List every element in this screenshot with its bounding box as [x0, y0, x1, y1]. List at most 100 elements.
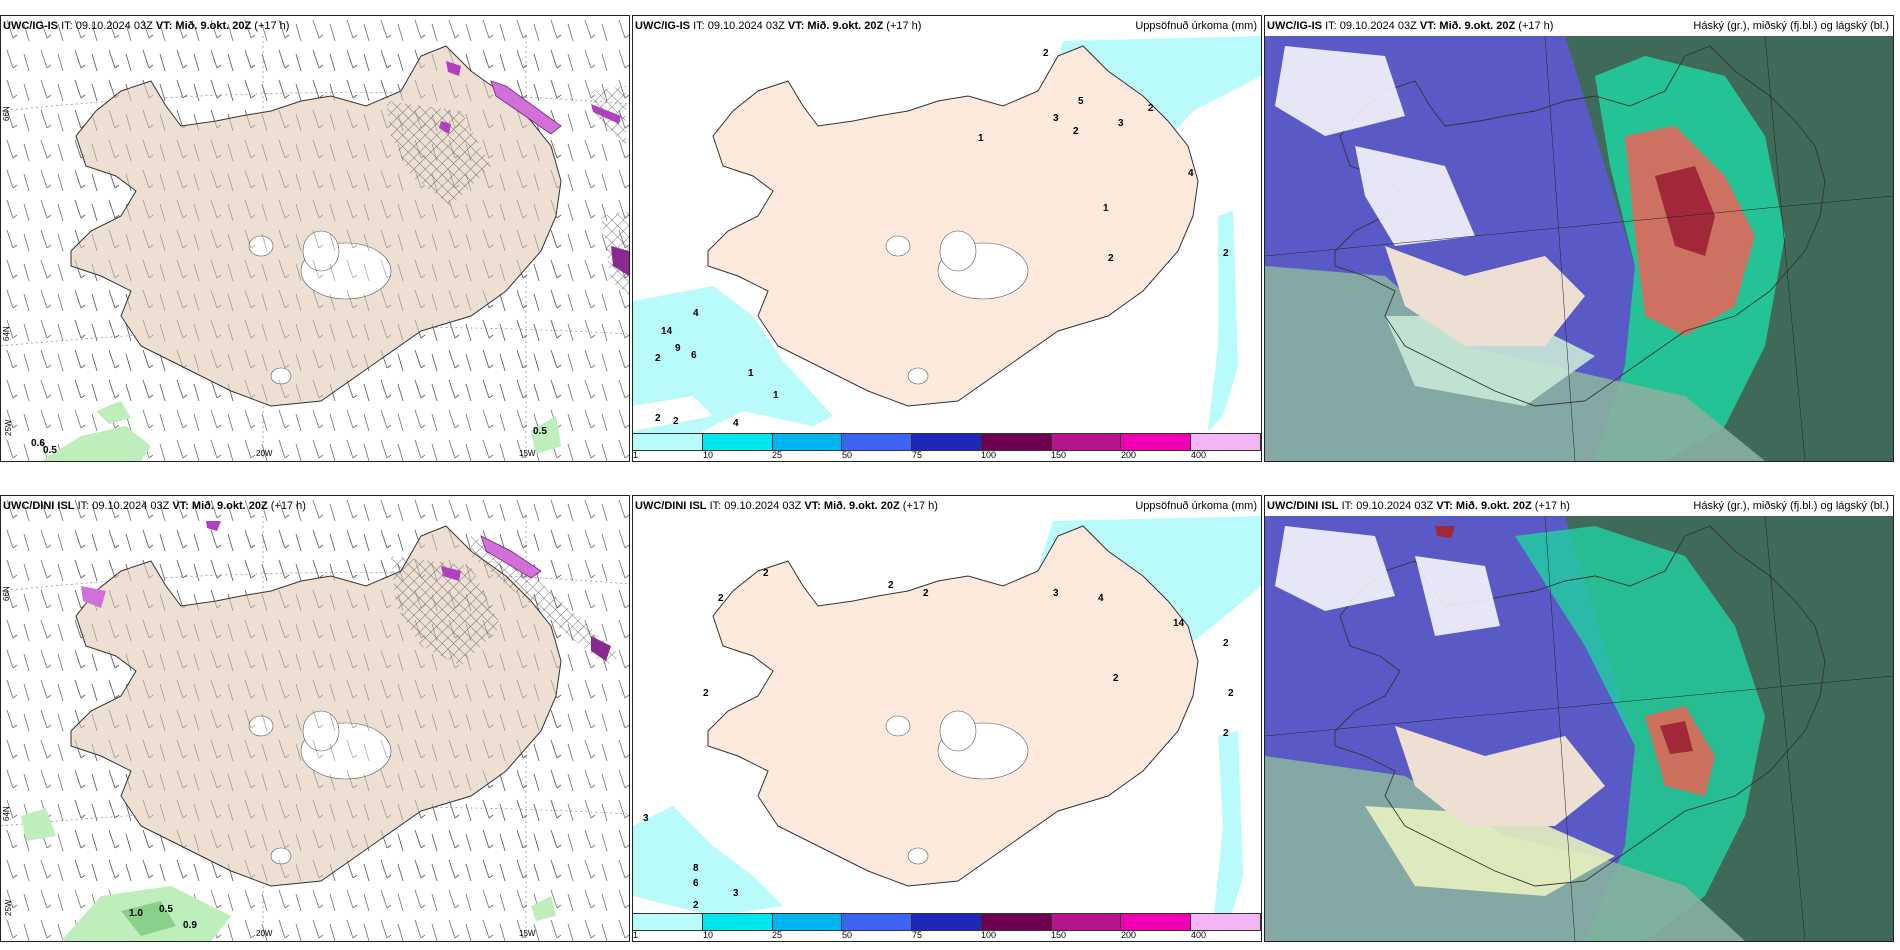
colorbar-tick: 150 [1051, 930, 1067, 940]
precip-value: 2 [1113, 673, 1119, 684]
colorbar-swatch [633, 434, 703, 450]
lead-time: (+17 h) [254, 20, 290, 32]
panel-header: UWC/IG-IS IT: 09.10.2024 03Z VT: Mið. 9.… [633, 16, 1261, 36]
colorbar-swatch [1051, 434, 1122, 450]
precip-value: 0.5 [159, 904, 173, 915]
valid-time: VT: Mið. 9.okt. 20Z [155, 20, 252, 32]
precip-value: 2 [655, 413, 661, 424]
precip-value: 8 [693, 863, 699, 874]
panel-header: UWC/IG-IS IT: 09.10.2024 03Z VT: Mið. 9.… [1265, 16, 1893, 36]
colorbar-swatches [633, 433, 1261, 451]
map-panel-dini-clouds: UWC/DINI ISL IT: 09.10.2024 03Z VT: Mið.… [1264, 495, 1894, 942]
valid-time: VT: Mið. 9.okt. 20Z [172, 500, 268, 512]
colorbar-tick: 400 [1191, 450, 1207, 460]
panel-header: UWC/IG-IS IT: 09.10.2024 03Z VT: Mið. 9.… [1, 16, 629, 36]
colorbar-tick: 25 [772, 930, 783, 940]
colorbar-swatch [1191, 434, 1261, 450]
precip-colorbar: 1 10 25 50 75 100 150 200 400 [633, 433, 1261, 461]
colorbar-tick: 50 [842, 930, 853, 940]
colorbar-tick: 150 [1051, 450, 1067, 460]
lead-time: (+17 h) [886, 20, 922, 32]
model-name: UWC/DINI ISL [1267, 500, 1339, 512]
precip-value: 2 [673, 416, 679, 427]
precip-value: 6 [691, 350, 697, 361]
panel-header: UWC/DINI ISL IT: 09.10.2024 03Z VT: Mið.… [1, 496, 629, 516]
lon-label-25w: 25W [4, 419, 13, 436]
lead-time: (+17 h) [902, 500, 938, 512]
precip-value: 2 [1223, 728, 1229, 739]
precip-value: 2 [888, 580, 894, 591]
map-panel-igis-clouds: UWC/IG-IS IT: 09.10.2024 03Z VT: Mið. 9.… [1264, 15, 1894, 462]
colorbar-swatch [912, 434, 982, 450]
colorbar-swatch [1051, 914, 1122, 930]
precip-value: 4 [1188, 168, 1194, 179]
precip-value: 1 [978, 133, 984, 144]
colorbar-swatch [772, 914, 843, 930]
init-time: IT: 09.10.2024 03Z [709, 500, 802, 512]
precip-value: 3 [1053, 588, 1059, 599]
colorbar-tick: 25 [772, 450, 783, 460]
precip-value: 1 [748, 368, 754, 379]
precip-value: 2 [1223, 248, 1229, 259]
model-name: UWC/IG-IS [635, 20, 690, 32]
map-canvas: 2 5 3 2 1 2 3 4 1 2 2 14 4 9 6 2 1 1 2 2… [633, 36, 1261, 446]
precip-value: 2 [763, 568, 769, 579]
colorbar-swatch [633, 914, 703, 930]
colorbar-swatch [842, 434, 913, 450]
lat-label-66n: 66N [2, 106, 11, 121]
precip-value: 14 [661, 326, 673, 337]
lead-time: (+17 h) [1534, 500, 1570, 512]
map-panel-dini-precip: UWC/DINI ISL IT: 09.10.2024 03Z VT: Mið.… [632, 495, 1262, 942]
map-canvas [1265, 515, 1893, 941]
map-panel-dini-wind: UWC/DINI ISL IT: 09.10.2024 03Z VT: Mið.… [0, 495, 630, 942]
colorbar-swatch [981, 914, 1052, 930]
precip-value: 2 [1228, 688, 1234, 699]
colorbar-tick: 10 [703, 930, 714, 940]
colorbar-tick: 10 [703, 450, 714, 460]
colorbar-swatch [1121, 914, 1192, 930]
colorbar-swatches [633, 913, 1261, 931]
precip-value: 1.0 [129, 908, 143, 919]
init-time: IT: 09.10.2024 03Z [1325, 20, 1417, 32]
panel-title: Háský (gr.), miðský (fj.bl.) og lágský (… [1693, 500, 1889, 512]
precip-colorbar: 1 10 25 50 75 100 150 200 400 [633, 913, 1261, 941]
panel-header: UWC/DINI ISL IT: 09.10.2024 03Z VT: Mið.… [1265, 496, 1893, 516]
map-canvas: 2 2 2 2 3 4 14 2 2 2 2 2 3 8 6 3 2 [633, 516, 1261, 926]
lon-label-20w: 20W [256, 929, 273, 938]
colorbar-ticks: 1 10 25 50 75 100 150 200 400 [633, 450, 1261, 461]
valid-time: VT: Mið. 9.okt. 20Z [1436, 500, 1532, 512]
precip-value: 1 [1103, 203, 1109, 214]
map-canvas: 20W 15W 25W 66N 64N 0.6 0.5 0.5 [1, 16, 629, 461]
map-canvas [1265, 35, 1893, 461]
colorbar-swatch [702, 914, 773, 930]
lead-time: (+17 h) [270, 500, 306, 512]
model-name: UWC/DINI ISL [635, 500, 707, 512]
precip-value: 4 [693, 308, 699, 319]
precip-value: 0.6 [31, 438, 45, 449]
colorbar-swatch [702, 434, 773, 450]
precip-value: 5 [1078, 96, 1084, 107]
precip-value: 4 [1098, 593, 1104, 604]
colorbar-swatch [912, 914, 982, 930]
colorbar-tick: 100 [981, 930, 997, 940]
colorbar-swatch [981, 434, 1052, 450]
colorbar-tick: 200 [1121, 450, 1137, 460]
precip-value: 14 [1173, 618, 1185, 629]
lon-label-25w: 25W [4, 899, 13, 916]
colorbar-tick: 1 [633, 930, 639, 940]
init-time: IT: 09.10.2024 03Z [77, 500, 170, 512]
valid-time: VT: Mið. 9.okt. 20Z [787, 20, 884, 32]
valid-time: VT: Mið. 9.okt. 20Z [1419, 20, 1516, 32]
colorbar-tick: 200 [1121, 930, 1137, 940]
precip-value: 3 [643, 813, 649, 824]
precip-value: 0.5 [533, 426, 547, 437]
colorbar-ticks: 1 10 25 50 75 100 150 200 400 [633, 930, 1261, 941]
precip-value: 6 [693, 878, 699, 889]
map-panel-igis-precip: UWC/IG-IS IT: 09.10.2024 03Z VT: Mið. 9.… [632, 15, 1262, 462]
valid-time: VT: Mið. 9.okt. 20Z [804, 500, 900, 512]
precip-value: 2 [703, 688, 709, 699]
colorbar-tick: 75 [912, 930, 923, 940]
panel-title: Háský (gr.), miðský (fj.bl.) og lágský (… [1693, 20, 1889, 32]
init-time: IT: 09.10.2024 03Z [61, 20, 153, 32]
colorbar-tick: 75 [912, 450, 923, 460]
